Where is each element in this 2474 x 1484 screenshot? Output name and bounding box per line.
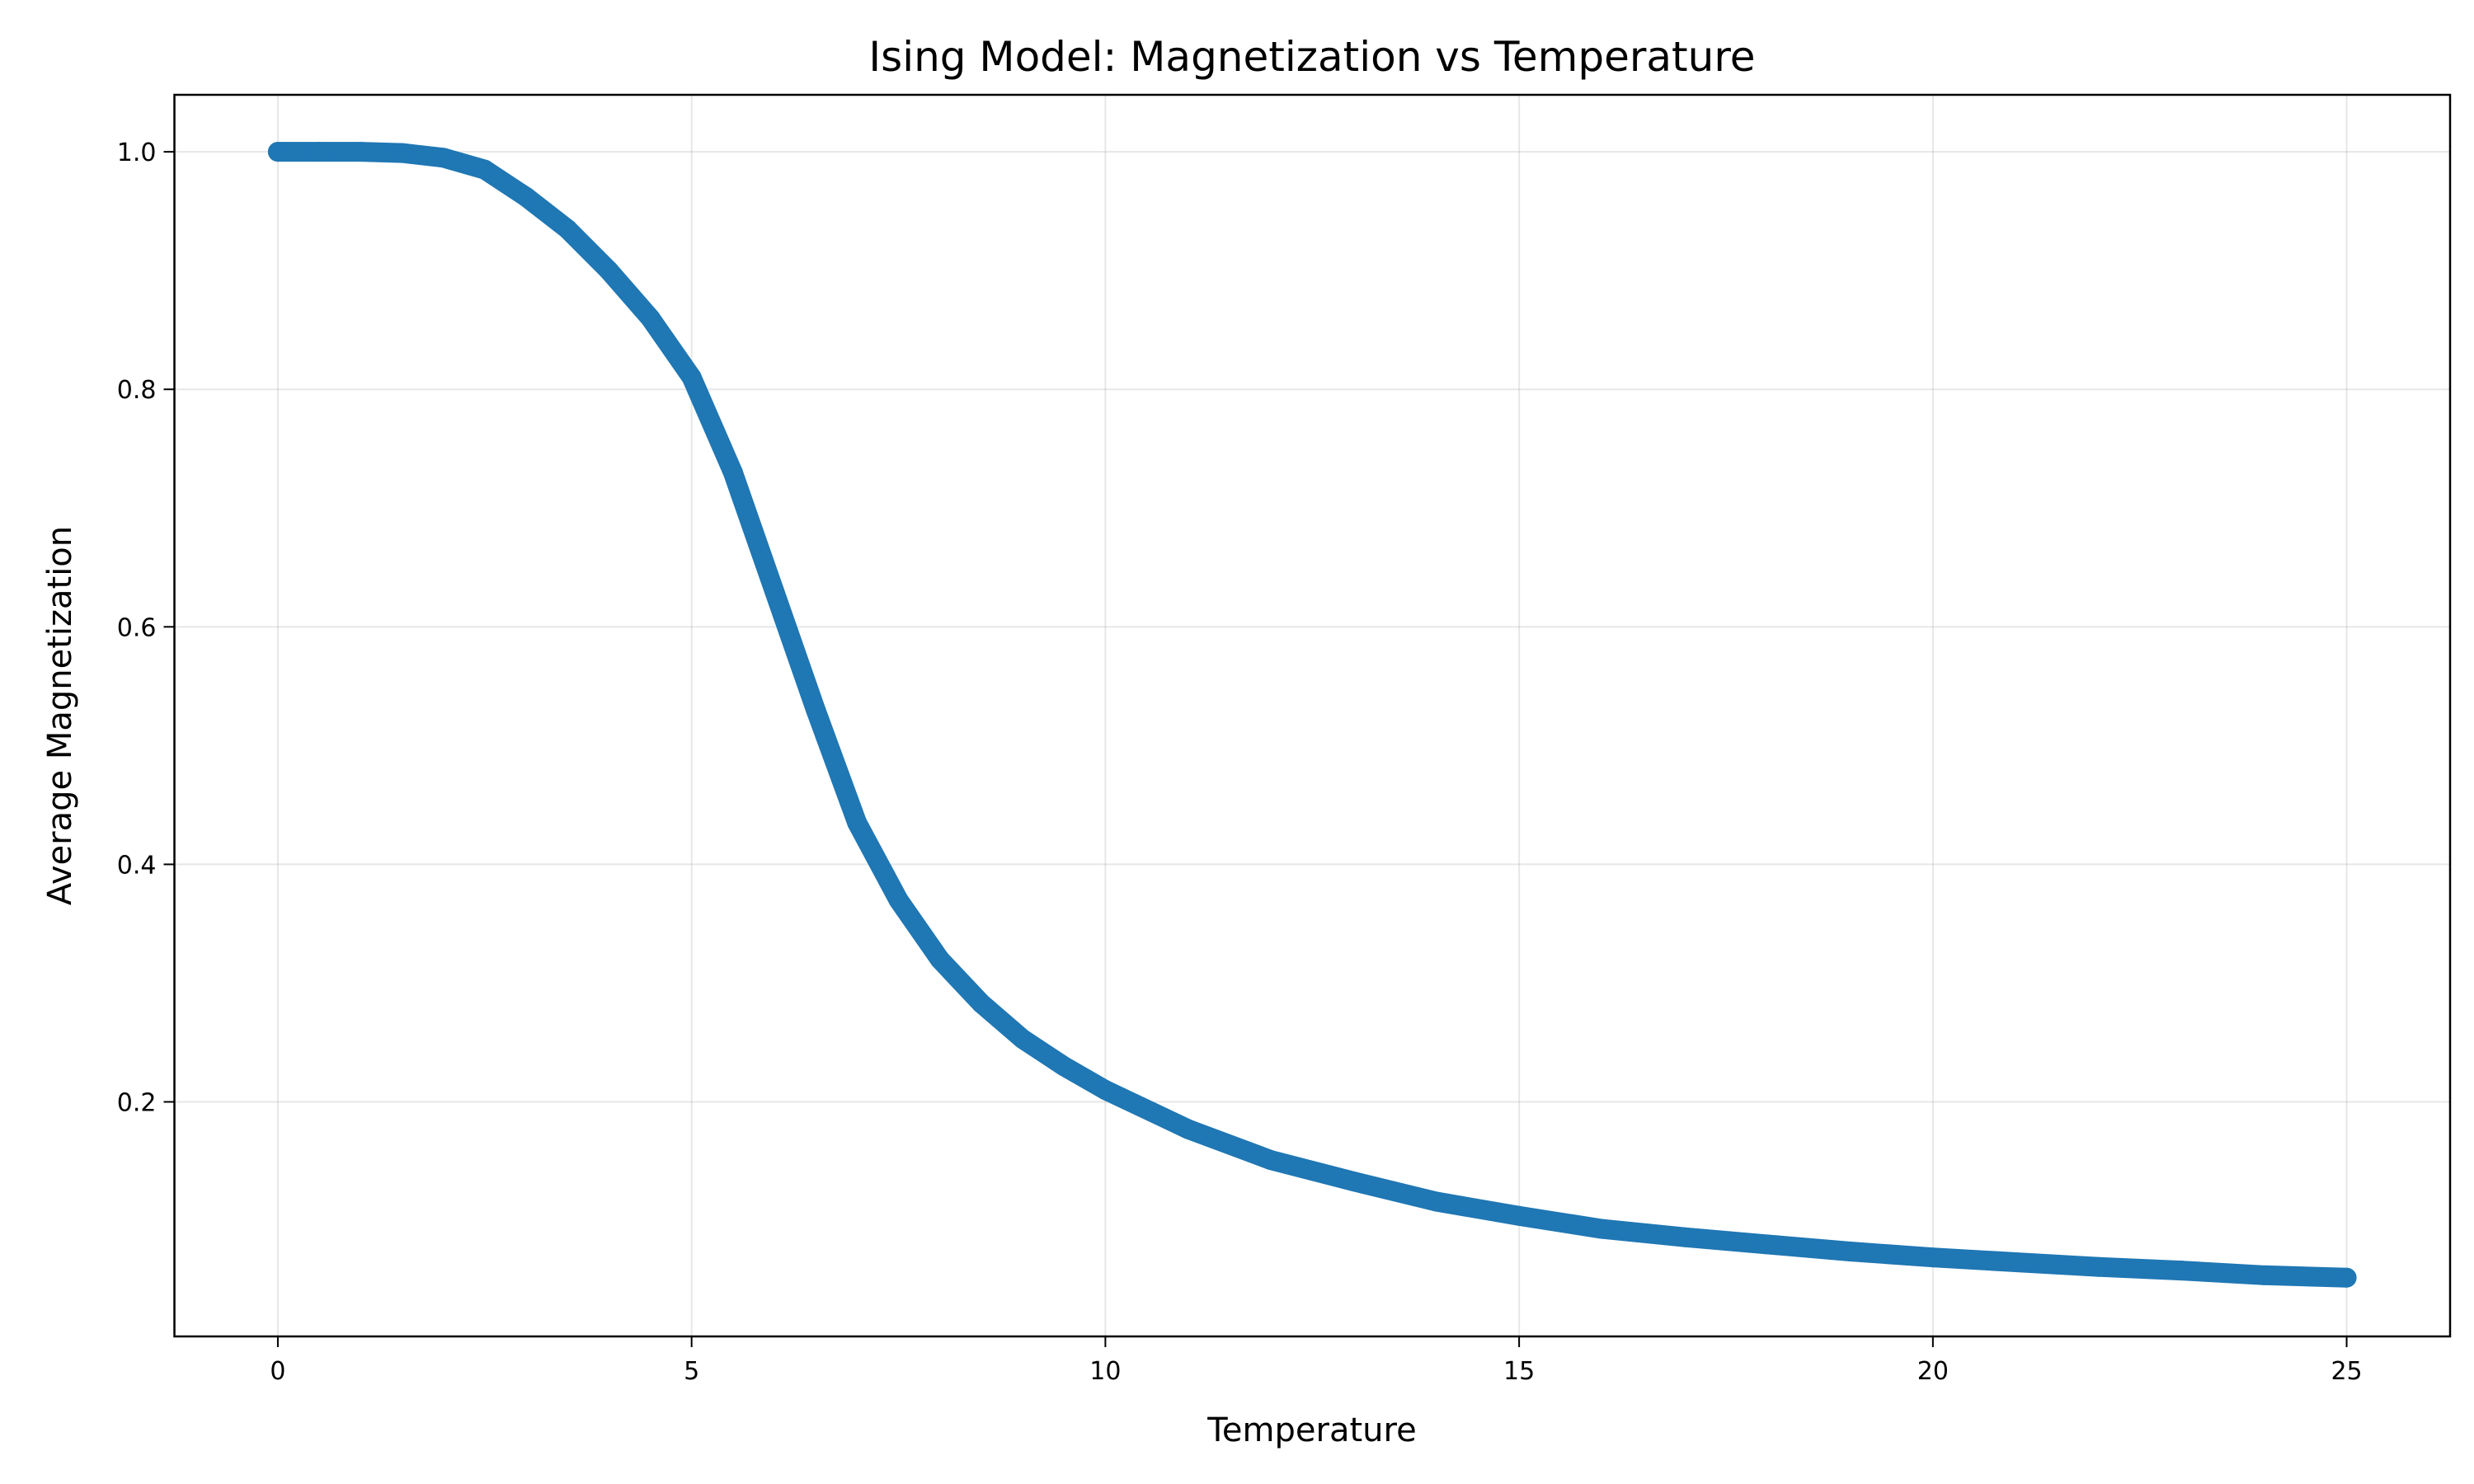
x-tick-label: 15	[1503, 1357, 1535, 1386]
x-tick-label: 25	[2331, 1357, 2362, 1386]
grid	[174, 95, 2450, 1336]
data-point	[971, 993, 991, 1013]
data-trace	[267, 142, 2357, 1288]
chart-title: Ising Model: Magnetization vs Temperatur…	[868, 33, 1755, 81]
y-tick-label: 0.8	[117, 376, 157, 405]
data-point	[1509, 1205, 1530, 1226]
ticks: 0 5 10 15 20 25 0.2 0.4 0.6 0.8 1.0	[117, 139, 2363, 1386]
data-point	[888, 890, 909, 910]
data-point	[515, 186, 536, 207]
data-point	[599, 261, 619, 281]
data-point	[1757, 1234, 1778, 1255]
data-point	[681, 367, 702, 387]
data-point	[557, 218, 578, 239]
data-point	[2006, 1252, 2026, 1272]
data-point	[1343, 1172, 1364, 1192]
x-tick-label: 0	[270, 1357, 285, 1386]
data-point	[2171, 1261, 2191, 1281]
data-point	[1426, 1191, 1446, 1212]
data-point	[267, 142, 288, 162]
data-point	[764, 581, 785, 602]
y-tick-label: 0.6	[117, 613, 157, 642]
data-point	[392, 143, 412, 163]
data-points	[267, 142, 2357, 1288]
data-point	[1840, 1242, 1860, 1262]
data-point	[474, 159, 495, 180]
data-point	[2336, 1267, 2357, 1288]
data-point	[722, 463, 743, 483]
data-point	[1178, 1119, 1198, 1139]
data-point	[929, 949, 950, 970]
x-tick-label: 10	[1089, 1357, 1121, 1386]
data-point	[1592, 1219, 1612, 1239]
data-point	[1674, 1227, 1695, 1247]
data-point	[806, 700, 826, 721]
x-tick-label: 20	[1917, 1357, 1949, 1386]
y-axis-label: Average Magnetization	[41, 526, 79, 905]
data-point	[1922, 1247, 1943, 1268]
x-tick-label: 5	[684, 1357, 699, 1386]
data-point	[350, 142, 371, 162]
data-point	[1054, 1056, 1075, 1077]
data-point	[2088, 1256, 2109, 1277]
y-tick-label: 1.0	[117, 139, 157, 167]
data-point	[1095, 1080, 1116, 1101]
data-point	[309, 142, 330, 162]
data-point	[1261, 1150, 1282, 1171]
data-point	[2254, 1265, 2274, 1285]
data-point	[1013, 1029, 1033, 1050]
axes-frame	[173, 93, 2452, 1338]
y-tick-label: 0.2	[117, 1089, 157, 1118]
data-point	[640, 308, 661, 328]
data-point	[433, 148, 454, 168]
data-point	[847, 813, 868, 834]
x-axis-label: Temperature	[1206, 1411, 1416, 1449]
y-tick-label: 0.4	[117, 851, 157, 880]
